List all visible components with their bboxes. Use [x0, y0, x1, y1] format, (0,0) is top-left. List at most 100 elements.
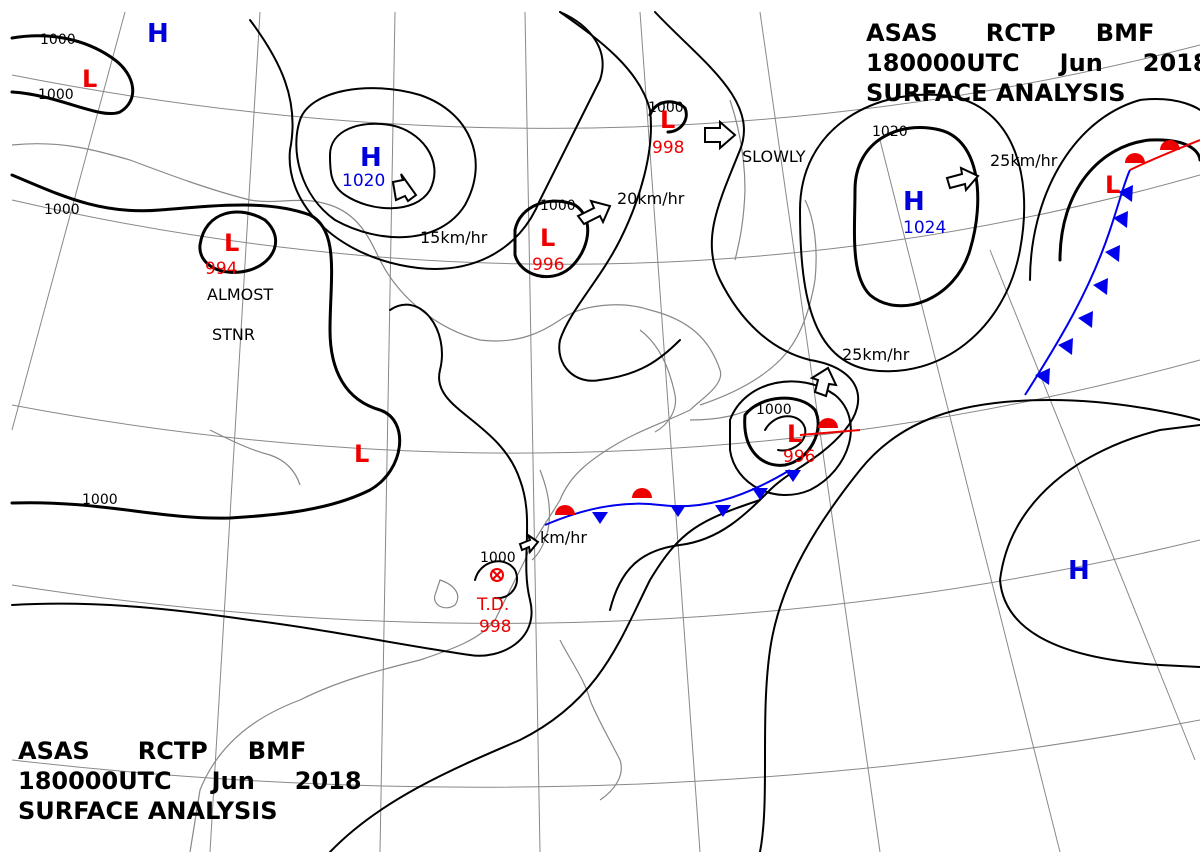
- low-pressure-letter: L: [660, 106, 675, 134]
- high-pressure-letter: H: [360, 143, 382, 173]
- isobar: [852, 126, 980, 308]
- low-pressure-value: 996: [532, 255, 564, 275]
- isobar-label: 1000: [44, 202, 80, 218]
- header-code: BMF: [247, 737, 307, 765]
- cold-front-segment: [1078, 311, 1093, 328]
- longitude-line: [209, 11, 261, 852]
- warm-front-line: [1129, 139, 1200, 171]
- longitude-line: [989, 249, 1196, 761]
- warm-front-line: [799, 429, 861, 436]
- isobar: [1058, 138, 1200, 262]
- stationary-front-line: [544, 469, 791, 526]
- high-pressure-value: 1024: [903, 218, 946, 238]
- cold-front-segment: [715, 505, 731, 517]
- isobar: [648, 100, 688, 134]
- header-month: Jun: [1059, 49, 1103, 77]
- isobar: [249, 11, 604, 270]
- isobar: [729, 380, 852, 496]
- tropical-depression-icon: [490, 568, 504, 582]
- header-bottom-left: ASAS RCTP BMF 180000UTC Jun 2018 SURFACE ANA…: [18, 736, 362, 826]
- cold-front-segment: [1093, 278, 1108, 295]
- tropical-depression-label: T.D.: [476, 595, 509, 615]
- movement-arrow-icon: [809, 366, 838, 398]
- isobar: [198, 210, 278, 274]
- cold-front-segment: [1058, 338, 1073, 355]
- cold-front-segment: [752, 488, 768, 500]
- header-month: Jun: [211, 767, 255, 795]
- isobar-label: 1000: [756, 402, 792, 418]
- isobar: [609, 11, 860, 611]
- header-line-1: ASAS RCTP BMF: [18, 736, 362, 766]
- coastline-lake: [209, 429, 301, 486]
- movement-label: SLOWLY: [742, 147, 806, 166]
- latitude-line: [11, 539, 1200, 624]
- warm-front-segment: [818, 418, 838, 428]
- isobar-label: 1000: [480, 550, 516, 566]
- coastline-japan: [689, 199, 817, 421]
- warm-front-segment: [632, 488, 652, 498]
- low-pressure-value: 994: [205, 259, 237, 279]
- stationary-annotation: STNR: [212, 325, 255, 344]
- isobar-label: 1000: [82, 492, 118, 508]
- low-pressure-value: 996: [783, 447, 815, 467]
- movement-arrow-icon: [391, 173, 418, 203]
- header-time: 180000UTC: [866, 49, 1020, 77]
- coastline-taiwan: [531, 469, 551, 561]
- movement-label: 20km/hr: [617, 189, 685, 208]
- movement-labels: 15km/hr 20km/hr SLOWLY 25km/hr 25km/hr k…: [207, 147, 1058, 547]
- movement-arrows: [391, 119, 980, 555]
- high-pressure-letter: H: [903, 187, 925, 217]
- header-time: 180000UTC: [18, 767, 172, 795]
- header-code: RCTP: [985, 19, 1056, 47]
- cold-front-segment: [1105, 245, 1120, 262]
- coastline-philippines: [559, 639, 622, 801]
- movement-label: 15km/hr: [420, 228, 488, 247]
- cold-front-segment: [592, 512, 608, 524]
- stationary-annotation: ALMOST: [207, 285, 273, 304]
- isobar-label: 1000: [540, 198, 576, 214]
- high-pressure-letter: H: [147, 19, 169, 49]
- longitude-line: [879, 139, 1061, 852]
- isobar: [11, 303, 533, 657]
- isobar: [474, 560, 518, 600]
- cold-front-segment: [785, 470, 801, 482]
- cold-front-segment: [1113, 211, 1128, 228]
- low-pressure-letter: L: [540, 224, 555, 252]
- movement-arrow-icon: [704, 119, 737, 151]
- isobar: [798, 93, 1026, 373]
- movement-arrow-icon: [945, 166, 980, 193]
- coastline-hainan: [433, 579, 459, 609]
- isobar: [759, 398, 1200, 852]
- coastline-sakhalin: [729, 99, 746, 261]
- high-pressure-value: 1020: [342, 171, 385, 191]
- high-pressure-letter: H: [1068, 556, 1090, 586]
- isobar: [743, 396, 820, 467]
- isobar: [329, 499, 761, 852]
- header-code: ASAS: [866, 19, 938, 47]
- isobar: [764, 415, 807, 452]
- header-code: ASAS: [18, 737, 90, 765]
- header-line-1: ASAS RCTP BMF: [866, 18, 1200, 48]
- isobars: [10, 11, 1200, 852]
- longitude-line: [379, 11, 396, 852]
- isobar: [558, 11, 681, 382]
- isobar-labels: 1000 1000 1000 1000 1000 1000 1000 1020 …: [38, 32, 908, 566]
- isobar: [295, 87, 477, 239]
- isobar-label: 1020: [872, 124, 908, 140]
- header-line-3: SURFACE ANALYSIS: [18, 797, 278, 825]
- warm-front-segment: [1125, 153, 1145, 163]
- fronts: [544, 139, 1200, 526]
- tropical-depression-value: 998: [479, 617, 511, 637]
- longitude-line: [759, 11, 881, 852]
- movement-label: km/hr: [540, 528, 587, 547]
- header-line-2: 180000UTC Jun 2018: [866, 48, 1200, 78]
- latitude-line: [11, 44, 1200, 129]
- movement-arrow-icon: [576, 199, 612, 226]
- cold-front-line: [1024, 169, 1131, 396]
- pressure-systems: H L H 1020 L 994 L 996 L 998 H 1024 L L …: [82, 19, 1120, 637]
- graticule: [11, 11, 1200, 852]
- latitude-line: [11, 174, 1200, 265]
- isobar-label: 1000: [38, 87, 74, 103]
